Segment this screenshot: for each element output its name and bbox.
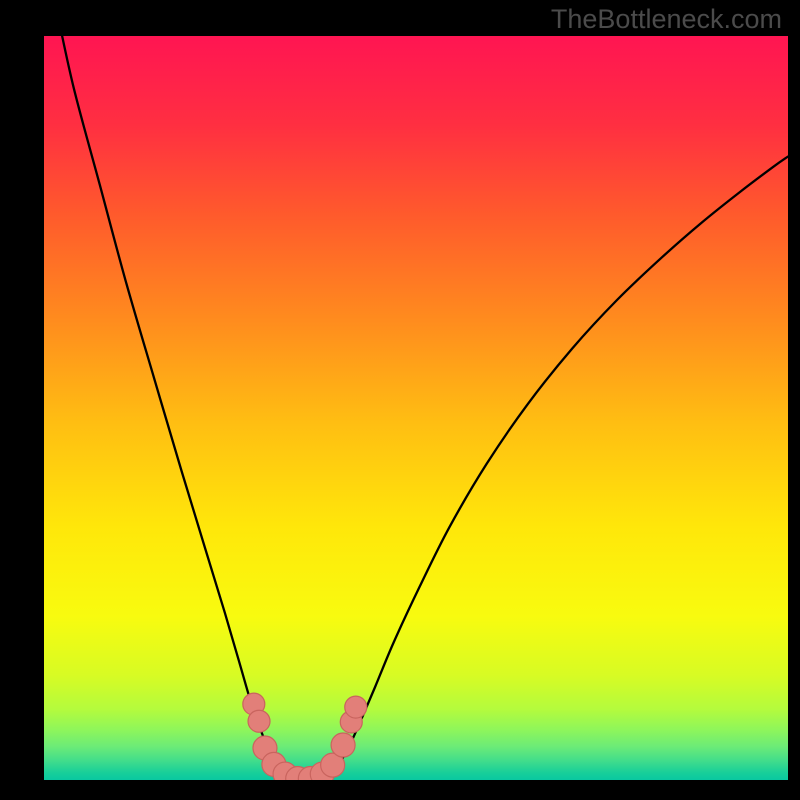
chart-stage: TheBottleneck.com [0, 0, 800, 800]
watermark: TheBottleneck.com [551, 4, 782, 35]
marker-dot [331, 733, 355, 757]
bottleneck-curve [56, 6, 788, 779]
marker-dot [345, 696, 367, 718]
bottom-markers [243, 693, 367, 790]
chart-overlay [0, 0, 800, 800]
marker-dot [248, 710, 270, 732]
